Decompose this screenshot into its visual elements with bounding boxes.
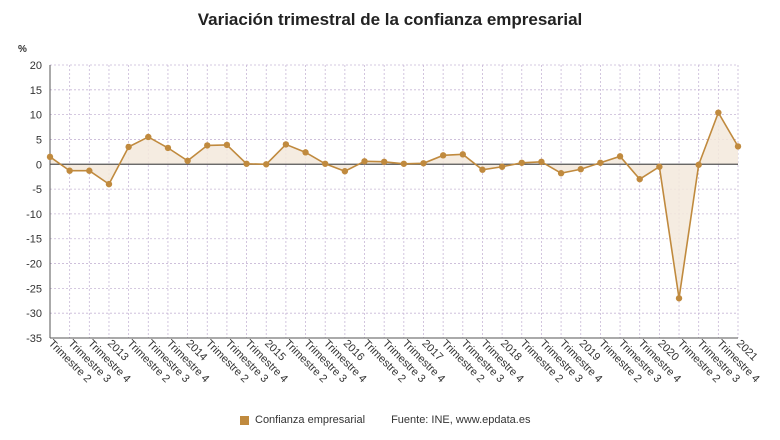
data-point — [656, 163, 663, 170]
data-point — [184, 157, 191, 164]
data-point — [557, 170, 565, 177]
grid-layer — [49, 64, 739, 339]
chart-title: Variación trimestral de la confianza emp… — [197, 10, 583, 29]
data-point — [498, 163, 506, 170]
data-point — [66, 167, 73, 174]
data-point — [322, 160, 329, 167]
axis-layer — [49, 65, 738, 339]
y-tick-label: 0 — [36, 159, 42, 171]
data-point — [577, 166, 584, 173]
data-point — [341, 168, 349, 175]
data-point — [734, 143, 742, 150]
data-point — [420, 160, 427, 167]
data-point — [302, 149, 309, 156]
data-point — [361, 158, 368, 165]
data-point — [125, 143, 132, 151]
y-tick-label: -25 — [26, 283, 42, 295]
series-area — [50, 112, 738, 299]
y-tick-label: -10 — [26, 209, 42, 221]
data-point — [223, 141, 231, 149]
y-tick-label: 20 — [30, 60, 42, 72]
legend: Confianza empresarial Fuente: INE, www.e… — [240, 414, 530, 426]
legend-label: Confianza empresarial — [255, 414, 366, 426]
y-tick-label: -5 — [32, 184, 42, 196]
data-point — [459, 151, 466, 158]
data-point — [282, 141, 290, 148]
data-point — [616, 153, 624, 160]
data-point — [675, 295, 683, 302]
data-point — [400, 160, 408, 167]
data-point — [518, 159, 525, 166]
data-point — [164, 144, 172, 152]
data-point — [715, 109, 722, 116]
y-tick-label: -15 — [26, 234, 42, 246]
legend-swatch — [240, 415, 249, 425]
y-tick-label: 5 — [36, 134, 42, 146]
data-point — [439, 152, 447, 159]
data-point — [145, 133, 152, 141]
data-point — [597, 159, 604, 166]
data-point — [46, 153, 54, 161]
y-tick-label: 15 — [30, 85, 42, 97]
y-tick-label: -20 — [26, 259, 42, 271]
data-point — [479, 166, 486, 173]
series-line-layer — [49, 110, 739, 299]
data-point-layer — [46, 109, 742, 302]
data-point — [636, 175, 643, 183]
data-point — [538, 158, 545, 165]
source-text: Fuente: INE, www.epdata.es — [391, 414, 531, 426]
data-point — [263, 161, 270, 168]
area-layer — [50, 112, 738, 299]
data-point — [695, 161, 702, 168]
data-point — [86, 167, 93, 174]
data-point — [243, 160, 250, 167]
data-point — [380, 158, 388, 165]
series-line — [49, 110, 739, 299]
data-point — [204, 142, 211, 149]
y-tick-label: -35 — [26, 333, 42, 345]
data-point — [105, 180, 113, 188]
y-tick-label: -30 — [26, 308, 42, 320]
y-tick-label: 10 — [30, 110, 42, 122]
y-axis-unit: % — [18, 44, 27, 55]
